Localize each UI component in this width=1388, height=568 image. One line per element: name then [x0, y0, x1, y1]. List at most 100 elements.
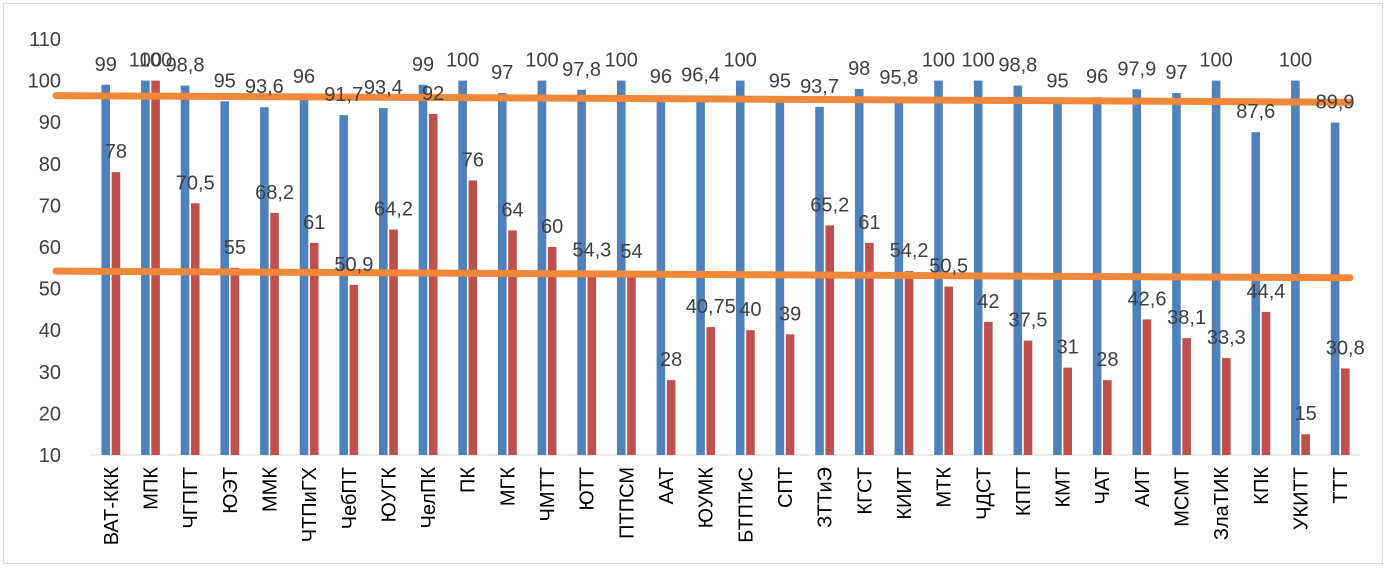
bar-series-1 — [299, 97, 309, 456]
x-category-label: ПК — [458, 467, 480, 493]
bar-series-2 — [1222, 358, 1231, 455]
bar-series-1 — [1330, 122, 1340, 455]
x-category-label: КГСТ — [854, 467, 876, 515]
data-label-series-1: 95 — [1046, 70, 1068, 92]
data-label-series-2: 50,9 — [334, 254, 373, 276]
data-label-series-2: 40,75 — [686, 296, 736, 318]
data-label-series-1: 89,9 — [1316, 92, 1355, 114]
data-label-series-2: 64,2 — [374, 199, 413, 221]
data-label-series-2: 30,8 — [1326, 337, 1365, 359]
data-label-series-2: 33,3 — [1207, 327, 1246, 349]
data-label-series-2: 42 — [977, 291, 999, 313]
y-tick-label: 90 — [39, 112, 61, 134]
bar-series-1 — [339, 115, 348, 456]
data-label-series-1: 93,4 — [364, 77, 403, 99]
data-label-series-2: 92 — [422, 83, 444, 105]
bar-series-2 — [1063, 367, 1072, 455]
data-label-series-1: 97,9 — [1117, 58, 1156, 80]
bar-series-1 — [537, 80, 547, 455]
x-category-label: КМТ — [1053, 467, 1075, 508]
bar-series-2 — [349, 284, 359, 455]
y-tick-label: 110 — [29, 29, 61, 51]
bar-series-2 — [547, 247, 557, 455]
bar-series-2 — [904, 271, 914, 455]
data-label-series-1: 95,8 — [879, 67, 918, 89]
data-label-series-2: 39 — [779, 303, 801, 325]
trendlines — [52, 92, 1354, 282]
x-category-label: КПГТ — [1013, 467, 1035, 516]
bar-series-1 — [458, 80, 467, 455]
data-label-series-1: 100 — [605, 50, 638, 72]
data-label-series-1: 97 — [491, 62, 513, 84]
data-label-series-1: 97 — [1165, 62, 1187, 84]
data-label-series-1: 95 — [214, 70, 236, 92]
bar-series-2 — [1103, 380, 1112, 455]
bar-series-2 — [508, 230, 517, 455]
bar-chart: 10 20 30 40 50 60 70 80 90 100 110 ВАТ-ККК МПК ЧГПГТ… — [28, 29, 1365, 545]
data-label-series-1: 87,6 — [1236, 101, 1275, 123]
bar-series-1 — [973, 80, 983, 455]
data-label-series-2: 68,2 — [255, 182, 294, 204]
x-category-label: ЧелПК — [418, 467, 440, 529]
data-label-series-1: 93,6 — [245, 76, 284, 98]
chart-frame: 10 20 30 40 50 60 70 80 90 100 110 ВАТ-ККК МПК ЧГПГТ… — [3, 3, 1383, 564]
bar-series-2 — [825, 225, 835, 455]
bar-series-2 — [706, 327, 716, 455]
y-tick-label: 30 — [39, 362, 61, 384]
bar-series-1 — [815, 106, 824, 456]
data-labels: 997810010098,870,5955593,668,2966191,750… — [95, 50, 1365, 426]
data-label-series-2: 64 — [501, 199, 523, 221]
data-label-series-2: 15 — [1294, 403, 1316, 425]
y-tick-label: 40 — [39, 320, 61, 342]
data-label-series-2: 37,5 — [1009, 310, 1048, 332]
x-category-label: ЧГПГТ — [180, 467, 202, 529]
data-label-series-1: 99 — [412, 54, 434, 76]
bar-series-1 — [1211, 80, 1221, 455]
trendline — [52, 92, 1354, 106]
x-axis: ВАТ-ККК МПК ЧГПГТ ЮЭТ ММК ЧТПиГХ ЧебПТ ЮУГК ЧелП… — [91, 454, 1360, 545]
bar-series-2 — [1301, 434, 1310, 455]
bar-series-2 — [270, 212, 279, 455]
data-label-series-1: 100 — [724, 50, 757, 72]
bar-series-1 — [1251, 132, 1261, 455]
data-label-series-1: 100 — [1279, 50, 1312, 72]
bar-series-1 — [934, 80, 943, 455]
bar-series-2 — [1261, 311, 1271, 455]
x-category-label: УКИТТ — [1291, 467, 1313, 530]
bar-series-2 — [865, 242, 874, 455]
x-category-label: МПК — [140, 467, 162, 510]
bar-series-1 — [1132, 89, 1142, 455]
data-label-series-1: 93,7 — [800, 76, 839, 98]
y-tick-label: 80 — [39, 154, 61, 176]
data-label-series-1: 96,4 — [681, 65, 720, 87]
bar-series-2 — [111, 172, 121, 455]
y-tick-label: 100 — [28, 71, 61, 93]
x-category-label: ЧДСТ — [973, 467, 995, 520]
bar-series-2 — [309, 242, 319, 455]
bar-series-2 — [666, 380, 676, 455]
data-label-series-1: 98 — [848, 58, 870, 80]
data-label-series-1: 96 — [1086, 66, 1108, 88]
bar-series-2 — [468, 180, 478, 455]
data-label-series-2: 100 — [139, 50, 172, 72]
x-category-label: ТТТ — [1330, 467, 1352, 504]
data-label-series-2: 61 — [303, 212, 325, 234]
x-category-label: МГК — [497, 467, 519, 506]
x-category-label: ПТПСМ — [616, 467, 638, 539]
data-label-series-2: 40 — [739, 299, 761, 321]
bar-series-2 — [190, 203, 200, 455]
bar-series-2 — [1340, 368, 1350, 455]
x-category-label: АИТ — [1132, 467, 1154, 507]
x-category-label: ААТ — [656, 467, 678, 504]
bar-series-2 — [230, 267, 240, 455]
trendline — [52, 267, 1354, 282]
bar-series-2 — [587, 270, 597, 455]
data-label-series-1: 100 — [1199, 50, 1232, 72]
x-category-label: СПТ — [775, 467, 797, 508]
data-label-series-2: 61 — [858, 212, 880, 234]
bar-series-1 — [379, 108, 388, 455]
bar-series-1 — [141, 80, 150, 455]
data-label-series-2: 55 — [224, 237, 246, 259]
bar-series-2 — [785, 334, 795, 455]
data-label-series-2: 28 — [1096, 349, 1118, 371]
